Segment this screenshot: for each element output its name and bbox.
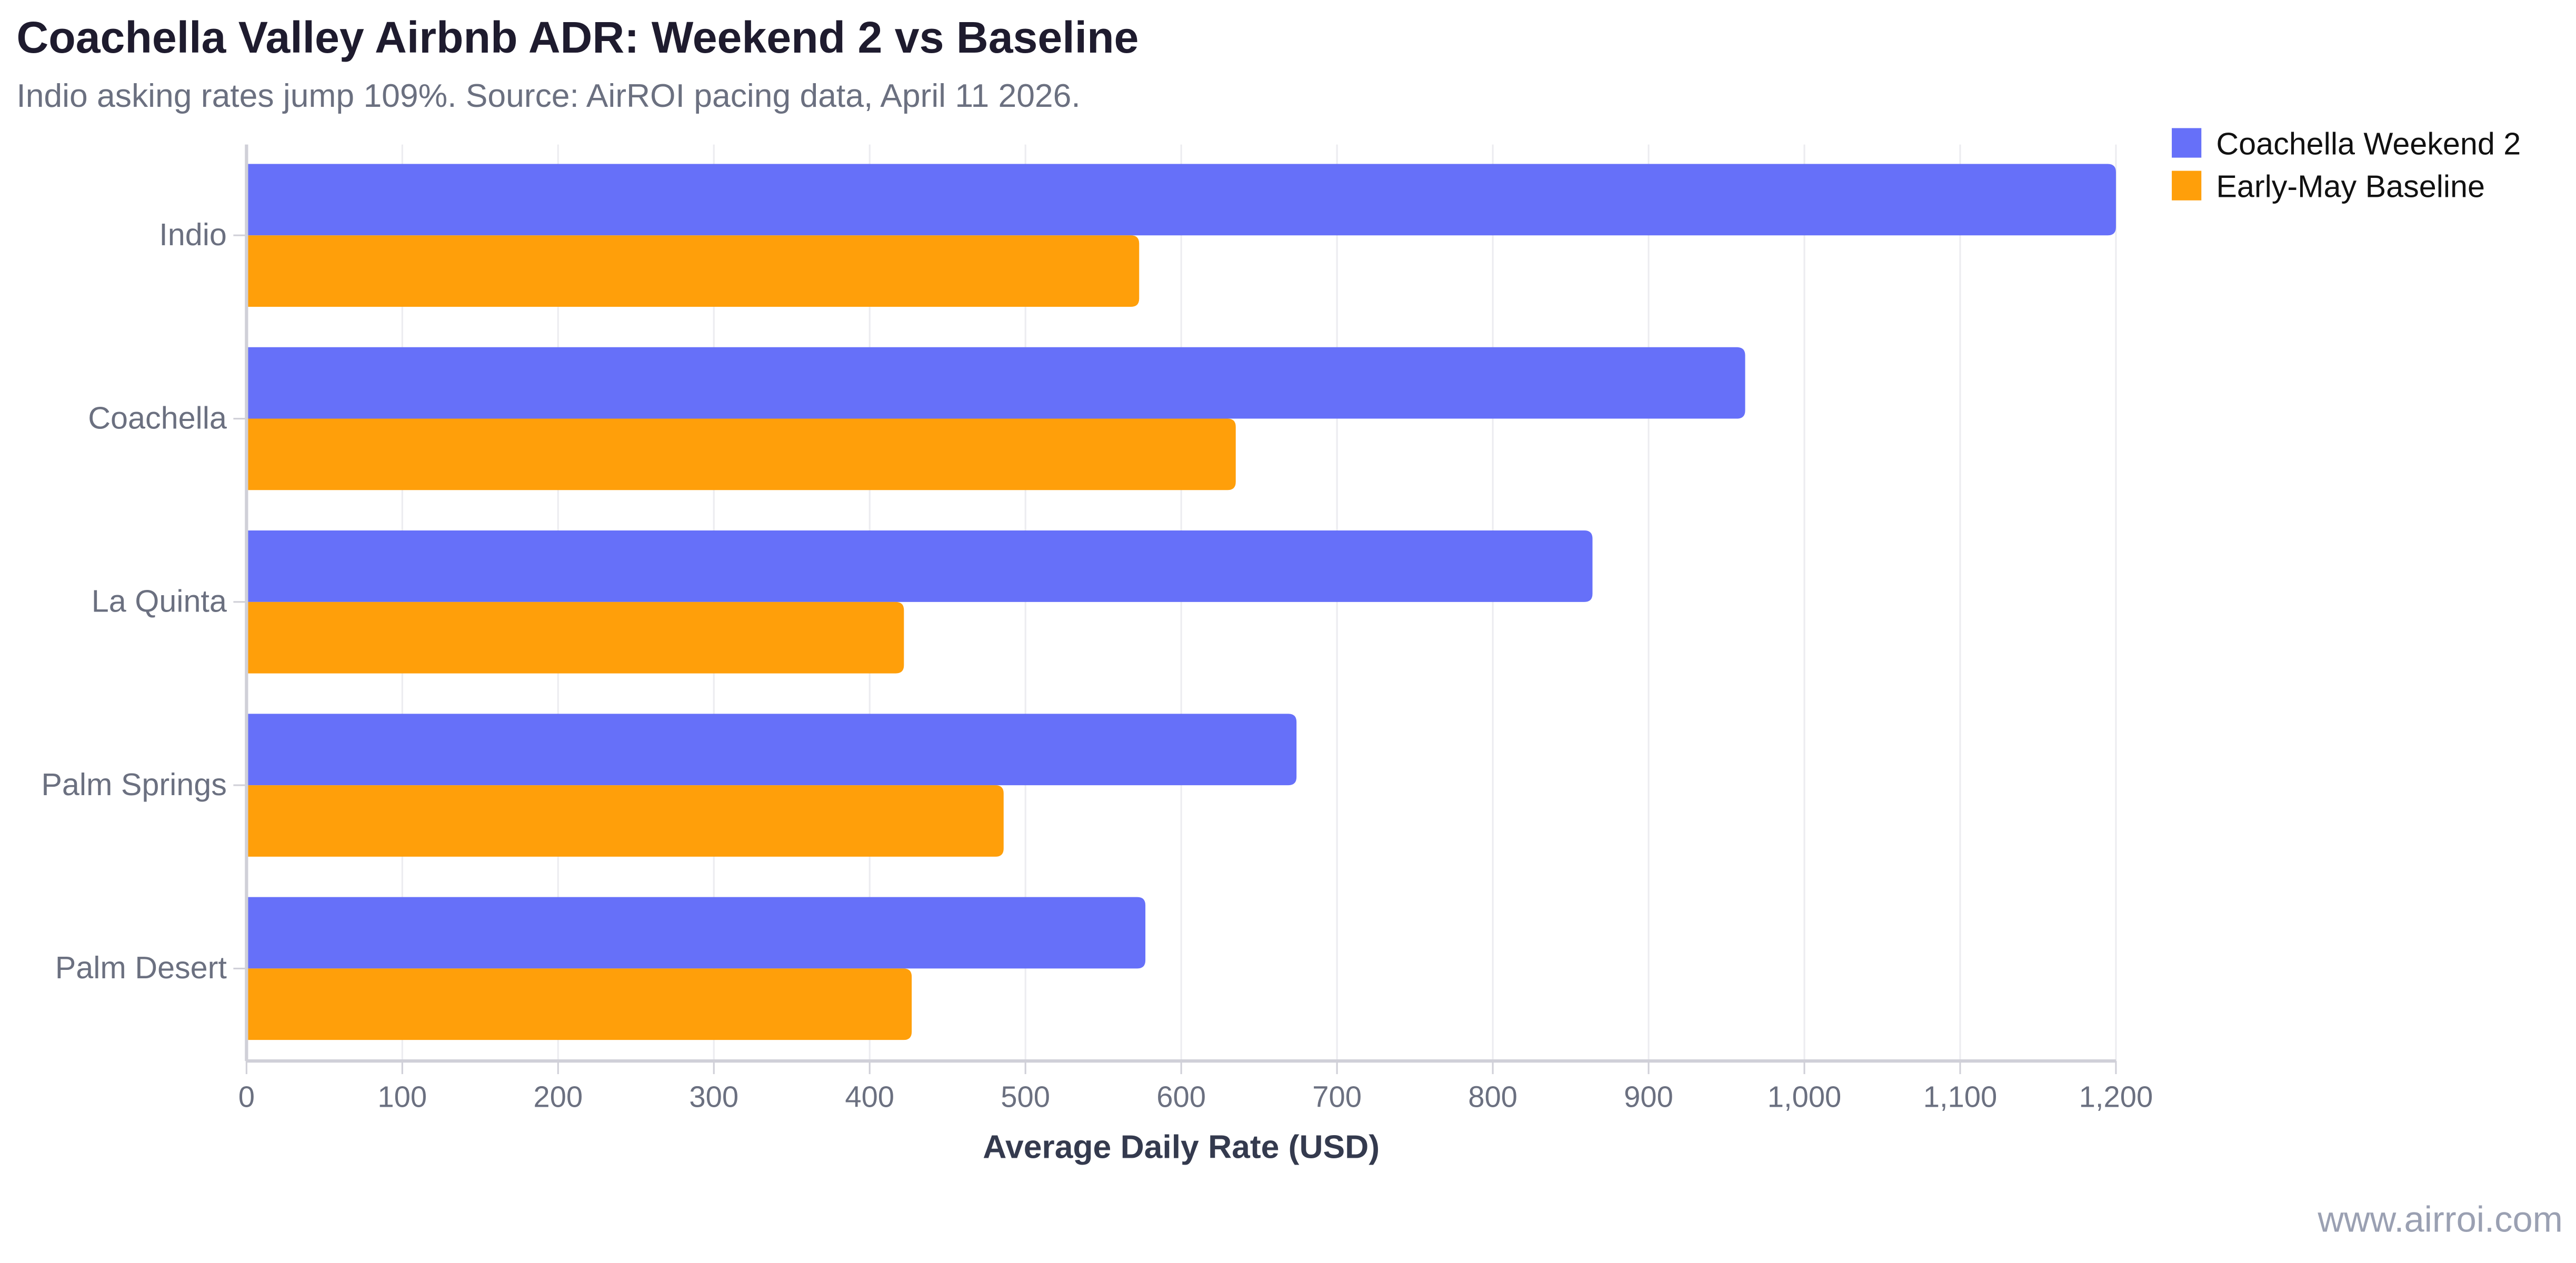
- bar-weekend2: [246, 530, 1593, 602]
- x-tick-label: 700: [1312, 1080, 1362, 1114]
- x-tick-label: 400: [845, 1080, 894, 1114]
- y-tick-label: La Quinta: [92, 584, 227, 619]
- bar-weekend2: [246, 164, 2116, 236]
- bar-baseline: [246, 602, 904, 674]
- x-axis-label: Average Daily Rate (USD): [983, 1129, 1380, 1165]
- bar-baseline: [246, 785, 1004, 857]
- legend-label: Early-May Baseline: [2216, 169, 2485, 204]
- x-tick-label: 200: [533, 1080, 583, 1114]
- bars: [246, 164, 2116, 1040]
- bar-baseline: [246, 968, 912, 1040]
- x-tick-label: 500: [1001, 1080, 1050, 1114]
- bar-baseline: [246, 235, 1140, 307]
- x-tick-label: 600: [1156, 1080, 1206, 1114]
- bar-weekend2: [246, 714, 1297, 786]
- x-tick-label: 1,000: [1768, 1080, 1842, 1114]
- chart-subtitle: Indio asking rates jump 109%. Source: Ai…: [16, 78, 1080, 114]
- x-tick-label: 1,200: [2079, 1080, 2153, 1114]
- bar-weekend2: [246, 897, 1146, 969]
- x-tick-label: 1,100: [1923, 1080, 1998, 1114]
- legend-swatch: [2172, 171, 2202, 201]
- legend-swatch: [2172, 128, 2202, 158]
- y-tick-label: Palm Desert: [55, 950, 227, 985]
- chart-title: Coachella Valley Airbnb ADR: Weekend 2 v…: [16, 13, 1139, 62]
- y-tick-label: Palm Springs: [41, 767, 227, 802]
- x-tick-label: 900: [1624, 1080, 1673, 1114]
- bar-baseline: [246, 418, 1236, 490]
- bar-weekend2: [246, 347, 1745, 419]
- y-tick-label: Coachella: [88, 400, 227, 435]
- watermark: www.airroi.com: [2317, 1199, 2562, 1240]
- x-tick-label: 100: [377, 1080, 427, 1114]
- legend[interactable]: Coachella Weekend 2 Early-May Baseline: [2172, 126, 2521, 204]
- x-tick-label: 800: [1468, 1080, 1517, 1114]
- axes: 0 100 200 300 400 500 600 700 800 900 1,000 1,100 1,…: [41, 144, 2153, 1114]
- legend-label: Coachella Weekend 2: [2216, 126, 2521, 161]
- x-tick-label: 0: [238, 1080, 255, 1114]
- x-tick-label: 300: [689, 1080, 738, 1114]
- y-tick-label: Indio: [159, 217, 227, 252]
